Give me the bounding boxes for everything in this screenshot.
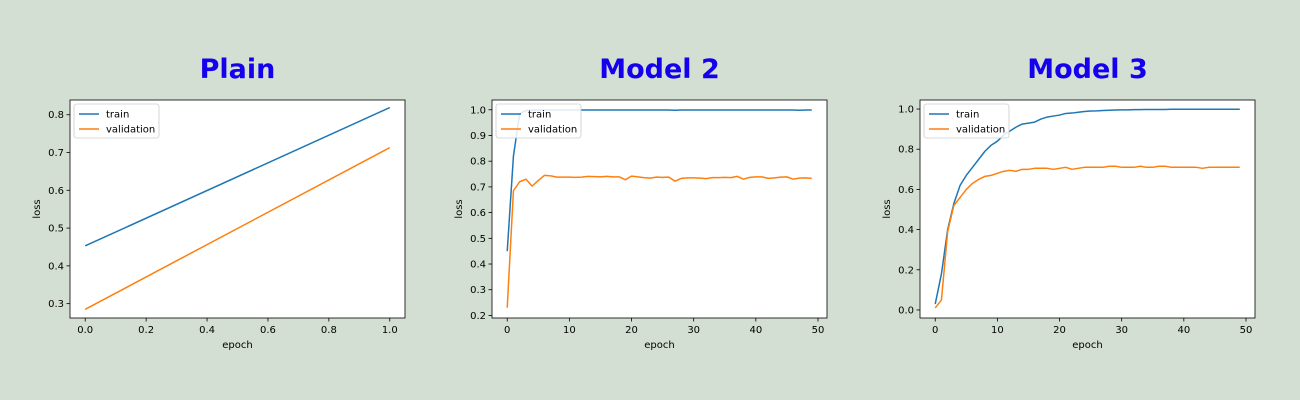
- x-tick-label: 0.4: [199, 325, 215, 336]
- series-line-validation: [934, 165, 1240, 309]
- chart-panel-3: 0 10 20 30 40 50 0.0 0.2 0.4 0.6 0.8 1.0 epoch loss tr…: [882, 99, 1256, 351]
- legend-label-validation: validation: [528, 125, 577, 136]
- x-tick-label: 0.6: [260, 325, 276, 336]
- x-tick-label: 10: [563, 325, 576, 336]
- y-tick-label: 0.5: [48, 224, 64, 235]
- x-tick-label: 20: [1053, 325, 1066, 336]
- chart-title-model-3: Model 3: [1027, 54, 1148, 85]
- x-tick-label: 50: [1240, 325, 1253, 336]
- y-axis-label: loss: [882, 199, 893, 218]
- x-tick-label: 0: [932, 325, 938, 336]
- y-tick-label: 1.0: [470, 105, 486, 116]
- y-tick-label: 0.6: [470, 208, 486, 219]
- legend-label-validation: validation: [956, 125, 1005, 136]
- y-tick-label: 0.4: [470, 260, 486, 271]
- legend-label-train: train: [956, 110, 979, 121]
- x-tick-label: 0.8: [321, 325, 337, 336]
- series-line-validation: [84, 146, 391, 310]
- y-tick-label: 0.3: [48, 299, 64, 310]
- x-tick-label: 30: [1115, 325, 1128, 336]
- x-axis-label: epoch: [1072, 340, 1102, 351]
- y-tick-label: 0.6: [48, 186, 64, 197]
- x-tick-label: 0.2: [138, 325, 154, 336]
- y-tick-label: 0.5: [470, 234, 486, 245]
- x-axis-label: epoch: [222, 340, 252, 351]
- plot-frame: [919, 99, 1256, 319]
- series-line-train: [934, 108, 1240, 305]
- y-tick-label: 0.7: [48, 148, 64, 159]
- plot-frame: [491, 99, 828, 319]
- chart-title-model-2: Model 2: [599, 54, 720, 85]
- legend-label-validation: validation: [106, 125, 155, 136]
- x-tick-label: 1.0: [382, 325, 398, 336]
- x-tick-label: 40: [749, 325, 762, 336]
- x-tick-label: 30: [687, 325, 700, 336]
- y-tick-label: 0.3: [470, 285, 486, 296]
- x-tick-label: 0: [504, 325, 510, 336]
- legend-label-train: train: [528, 110, 551, 121]
- y-tick-label: 0.9: [470, 131, 486, 142]
- x-axis-label: epoch: [644, 340, 674, 351]
- y-tick-label: 0.8: [48, 110, 64, 121]
- plot-frame: [69, 99, 406, 319]
- chart-title-plain: Plain: [199, 54, 276, 85]
- y-tick-label: 0.0: [898, 305, 914, 316]
- y-tick-label: 0.2: [470, 311, 486, 322]
- x-tick-label: 20: [625, 325, 638, 336]
- y-axis-label: loss: [454, 199, 465, 218]
- legend-label-train: train: [106, 110, 129, 121]
- chart-panel-1: 0.0 0.2 0.4 0.6 0.8 1.0 0.3 0.4 0.5 0.6 0.7 0.8 epoc…: [32, 99, 406, 351]
- series-line-train: [84, 106, 391, 247]
- y-tick-label: 0.2: [898, 265, 914, 276]
- x-tick-label: 40: [1177, 325, 1190, 336]
- x-tick-label: 10: [991, 325, 1004, 336]
- y-tick-label: 0.4: [898, 225, 914, 236]
- x-tick-label: 50: [812, 325, 825, 336]
- y-tick-label: 0.8: [470, 157, 486, 168]
- y-axis-label: loss: [32, 199, 43, 218]
- y-tick-label: 1.0: [898, 105, 914, 116]
- chart-panel-2: 0 10 20 30 40 50 0.2 0.3 0.4 0.5 0.6 0.7 0.8 0.9 1.0 ep…: [454, 99, 828, 351]
- y-tick-label: 0.4: [48, 261, 64, 272]
- y-tick-label: 0.7: [470, 182, 486, 193]
- y-tick-label: 0.8: [898, 145, 914, 156]
- y-tick-label: 0.6: [898, 185, 914, 196]
- series-line-validation: [506, 174, 812, 308]
- x-tick-label: 0.0: [77, 325, 93, 336]
